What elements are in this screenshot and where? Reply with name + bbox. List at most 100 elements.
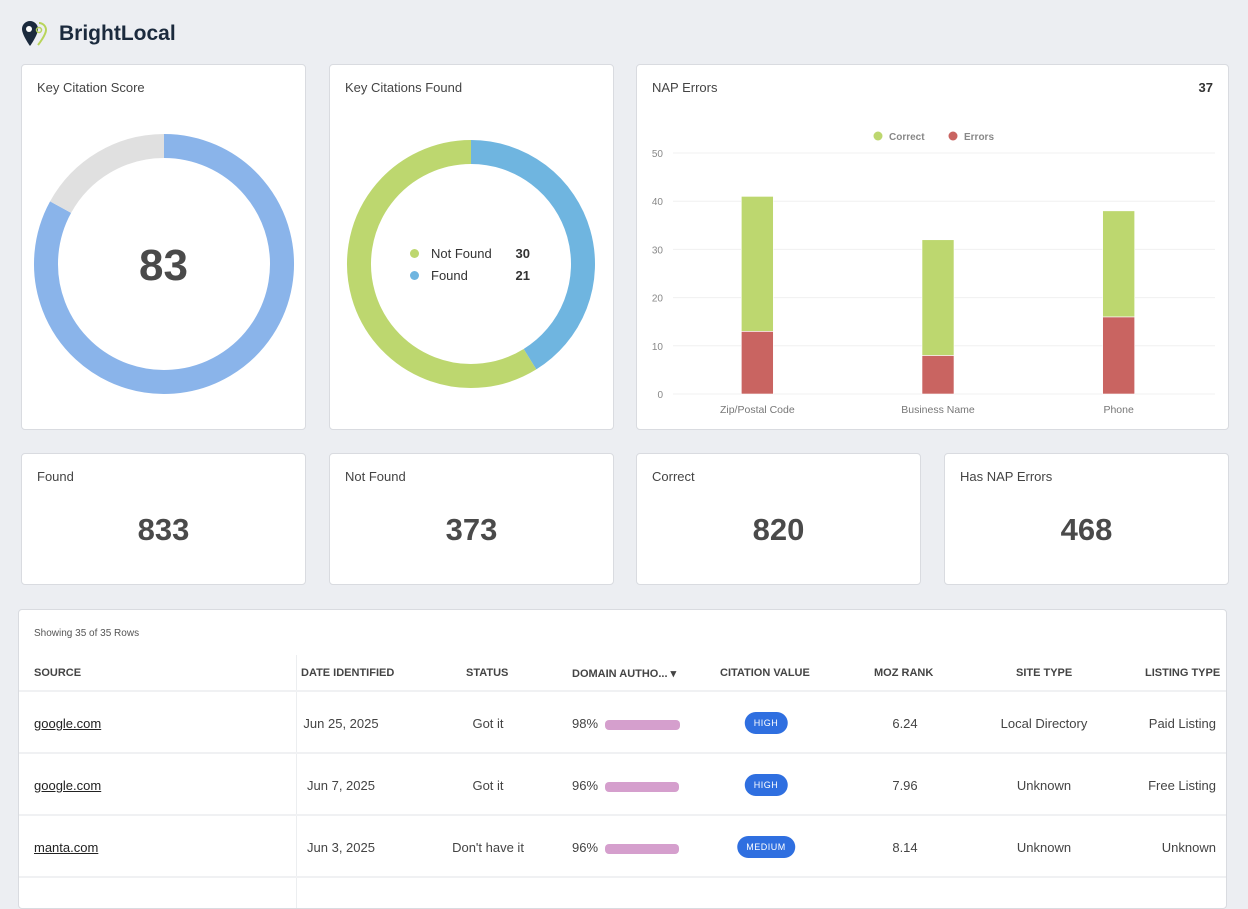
key-citations-found-card: Key Citations Found Not Found 30 Found 2… bbox=[329, 64, 614, 430]
stat-card-correct: Correct 820 bbox=[636, 453, 921, 585]
site-type: Unknown bbox=[1016, 840, 1072, 855]
col-status[interactable]: STATUS bbox=[466, 667, 509, 679]
listing-type: Free Listing bbox=[1148, 778, 1216, 793]
remaining-arc[interactable] bbox=[50, 134, 165, 214]
col-source[interactable]: SOURCE bbox=[34, 667, 82, 679]
legend-dot-icon bbox=[873, 131, 883, 141]
header-label: DOMAIN AUTHO... bbox=[572, 668, 668, 680]
domain-authority-value: 96% bbox=[572, 840, 599, 855]
moz-rank: 6.24 bbox=[892, 716, 918, 731]
slice-found[interactable] bbox=[470, 140, 595, 370]
row-divider bbox=[19, 876, 1226, 878]
green-dot-icon bbox=[410, 248, 419, 258]
legend-label[interactable]: Errors bbox=[964, 132, 994, 143]
date-identified: Jun 7, 2025 bbox=[307, 778, 375, 793]
moz-rank: 7.96 bbox=[892, 778, 918, 793]
site-type: Local Directory bbox=[1000, 716, 1088, 731]
donut-legend: Not Found 30 Found 21 bbox=[410, 242, 530, 286]
stat-card-not-found: Not Found 373 bbox=[329, 453, 614, 585]
source-link[interactable]: google.com bbox=[34, 716, 102, 731]
card-title: NAP Errors bbox=[652, 80, 718, 95]
slice-not-found[interactable] bbox=[347, 140, 537, 388]
bar-correct[interactable] bbox=[1102, 210, 1135, 318]
citation-value-badge: HIGH bbox=[744, 712, 788, 734]
stat-card-found: Found 833 bbox=[21, 453, 306, 585]
col-site-type[interactable]: SITE TYPE bbox=[1016, 667, 1073, 679]
stat-value: 468 bbox=[1060, 512, 1113, 547]
y-tick-label: 0 bbox=[657, 390, 663, 401]
stat-label: Found bbox=[37, 469, 74, 484]
stat-card-nap-errors: Has NAP Errors 468 bbox=[944, 453, 1229, 585]
legend-value: 21 bbox=[515, 267, 530, 283]
card-title: Key Citation Score bbox=[37, 80, 145, 95]
listing-type: Unknown bbox=[1161, 840, 1216, 855]
col-citation-value[interactable]: CITATION VALUE bbox=[720, 667, 810, 679]
col-moz-rank[interactable]: MOZ RANK bbox=[874, 667, 934, 679]
legend-value: 30 bbox=[515, 245, 530, 261]
x-tick-label: Phone bbox=[1103, 404, 1134, 416]
citation-value-badge: HIGH bbox=[744, 774, 788, 796]
site-type: Unknown bbox=[1016, 778, 1072, 793]
col-domain-authority[interactable]: DOMAIN AUTHO... ▾ bbox=[572, 667, 676, 680]
col-listing-type[interactable]: LISTING TYPE bbox=[1145, 667, 1221, 679]
domain-authority-value: 98% bbox=[572, 716, 599, 731]
sort-desc-icon[interactable]: ▾ bbox=[670, 668, 677, 680]
stat-value: 833 bbox=[137, 512, 190, 547]
row-divider bbox=[19, 814, 1226, 816]
bar-errors[interactable] bbox=[741, 331, 774, 395]
date-identified: Jun 3, 2025 bbox=[307, 840, 375, 855]
y-tick-label: 30 bbox=[652, 245, 664, 256]
legend-label: Not Found bbox=[431, 245, 492, 261]
bar-errors[interactable] bbox=[1102, 316, 1135, 395]
y-tick-label: 50 bbox=[652, 149, 664, 160]
row-count: Showing 35 of 35 Rows bbox=[34, 628, 140, 639]
legend-label: Found bbox=[431, 267, 468, 283]
source-link[interactable]: google.com bbox=[34, 778, 102, 793]
x-tick-label: Zip/Postal Code bbox=[720, 404, 795, 416]
source-link[interactable]: manta.com bbox=[34, 840, 99, 855]
domain-authority-bar bbox=[605, 782, 679, 792]
score-value: 83 bbox=[139, 241, 188, 290]
nap-errors-total: 37 bbox=[1198, 80, 1213, 95]
citations-table: Showing 35 of 35 Rows SOURCE DATE IDENTI… bbox=[18, 609, 1227, 909]
col-date-identified[interactable]: DATE IDENTIFIED bbox=[301, 667, 395, 679]
domain-authority-bar bbox=[605, 844, 679, 854]
status: Got it bbox=[472, 716, 504, 731]
bar-correct[interactable] bbox=[741, 196, 774, 332]
status: Don't have it bbox=[452, 840, 524, 855]
row-divider bbox=[19, 752, 1226, 754]
stat-label: Correct bbox=[652, 469, 695, 484]
listing-type: Paid Listing bbox=[1148, 716, 1216, 731]
brand-logo[interactable]: BrightLocal bbox=[21, 20, 176, 48]
row-divider bbox=[19, 690, 1226, 692]
key-citation-score-card: Key Citation Score 83 bbox=[21, 64, 306, 430]
date-identified: Jun 25, 2025 bbox=[303, 716, 379, 731]
y-tick-label: 20 bbox=[652, 294, 664, 305]
nap-errors-chart: 0 10 20 30 40 50 Zip/Postal Code Business Name P… bbox=[652, 131, 1215, 416]
legend-item-found[interactable]: Found 21 bbox=[410, 264, 530, 286]
legend-label[interactable]: Correct bbox=[889, 132, 925, 143]
legend-item-not-found[interactable]: Not Found 30 bbox=[410, 242, 530, 264]
y-tick-label: 10 bbox=[652, 342, 664, 353]
legend-dot-icon bbox=[948, 131, 958, 141]
blue-dot-icon bbox=[410, 270, 419, 280]
citation-value-badge: MEDIUM bbox=[737, 836, 795, 858]
found-donut bbox=[347, 140, 595, 388]
y-tick-label: 40 bbox=[652, 197, 664, 208]
column-divider bbox=[296, 655, 297, 908]
bar-correct[interactable] bbox=[921, 239, 955, 356]
map-pin-logo-icon bbox=[22, 21, 48, 46]
moz-rank: 8.14 bbox=[892, 840, 918, 855]
stat-value: 820 bbox=[752, 512, 805, 547]
score-donut bbox=[34, 134, 294, 394]
domain-authority-value: 96% bbox=[572, 778, 599, 793]
stat-label: Has NAP Errors bbox=[960, 469, 1053, 484]
x-tick-label: Business Name bbox=[901, 404, 975, 416]
brand-name: BrightLocal bbox=[59, 22, 176, 45]
score-arc[interactable] bbox=[34, 134, 294, 394]
status: Got it bbox=[472, 778, 504, 793]
nap-errors-card: NAP Errors 37 0 10 20 30 40 50 Zip/Postal Code… bbox=[636, 64, 1229, 430]
stat-value: 373 bbox=[445, 512, 498, 547]
domain-authority-bar bbox=[605, 720, 681, 730]
bar-errors[interactable] bbox=[921, 355, 955, 395]
